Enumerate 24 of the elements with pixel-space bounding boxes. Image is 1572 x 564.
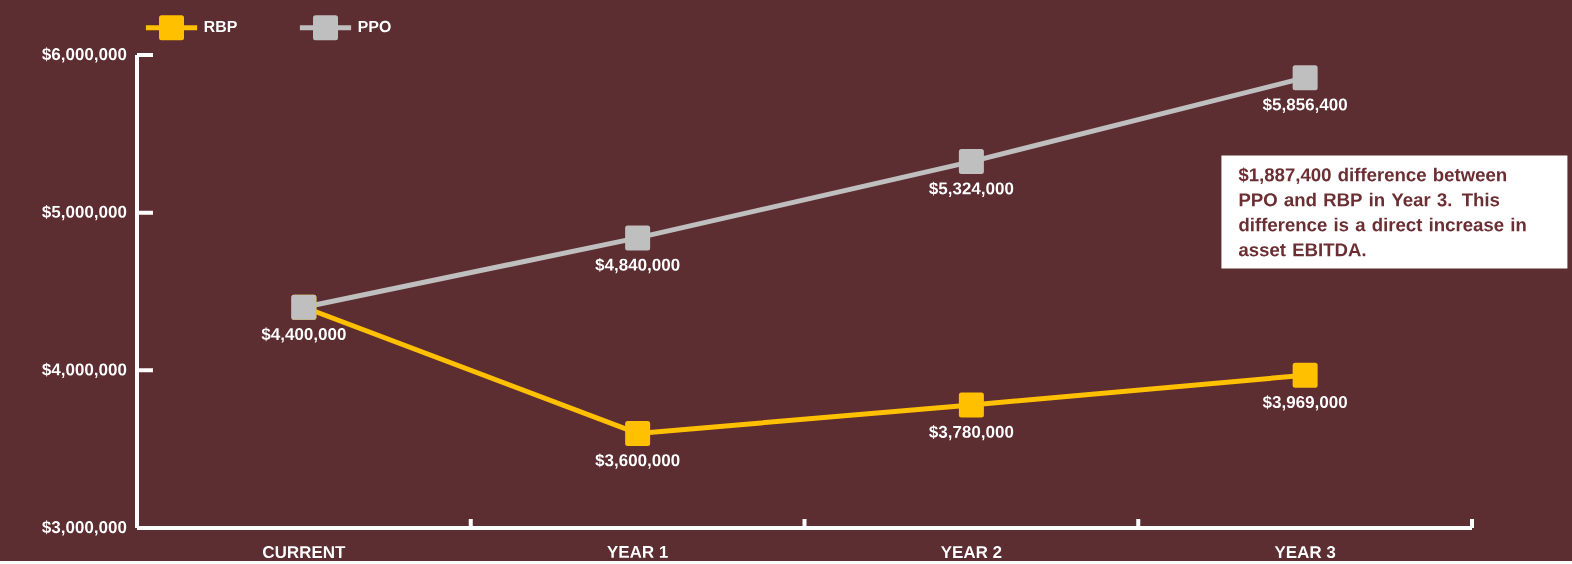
data-label: $3,969,000 xyxy=(1262,395,1347,411)
legend-label: PPO xyxy=(358,20,391,33)
x-tick-label: YEAR 1 xyxy=(607,546,668,558)
point xyxy=(958,392,984,418)
data-label: $3,600,000 xyxy=(595,453,680,469)
point xyxy=(958,149,984,175)
point xyxy=(1292,362,1318,388)
data-label: $4,840,000 xyxy=(595,258,680,274)
point xyxy=(625,421,651,446)
data-label: $5,856,400 xyxy=(1262,97,1347,114)
point xyxy=(625,225,651,251)
x-tick-label: YEAR 2 xyxy=(940,546,1002,559)
y-tick-label: $4,000,000 xyxy=(42,362,127,379)
data-label: $5,324,000 xyxy=(929,181,1014,197)
point xyxy=(1292,65,1318,91)
y-tick-label: $3,000,000 xyxy=(42,520,127,536)
data-label: $3,780,000 xyxy=(929,425,1014,441)
data-label: $4,400,000 xyxy=(261,327,346,343)
x-tick-label: YEAR 3 xyxy=(1274,546,1336,559)
legend-label: RBP xyxy=(204,21,237,33)
annotation: $1,887,400 difference between PPO and RBP in Year 3. This difference is a direct increase in asset EBITDA. xyxy=(1238,167,1526,257)
y-tick-label: $6,000,000 xyxy=(42,47,127,63)
y-tick-label: $5,000,000 xyxy=(42,205,127,221)
x-tick-label: CURRENT xyxy=(263,546,346,559)
